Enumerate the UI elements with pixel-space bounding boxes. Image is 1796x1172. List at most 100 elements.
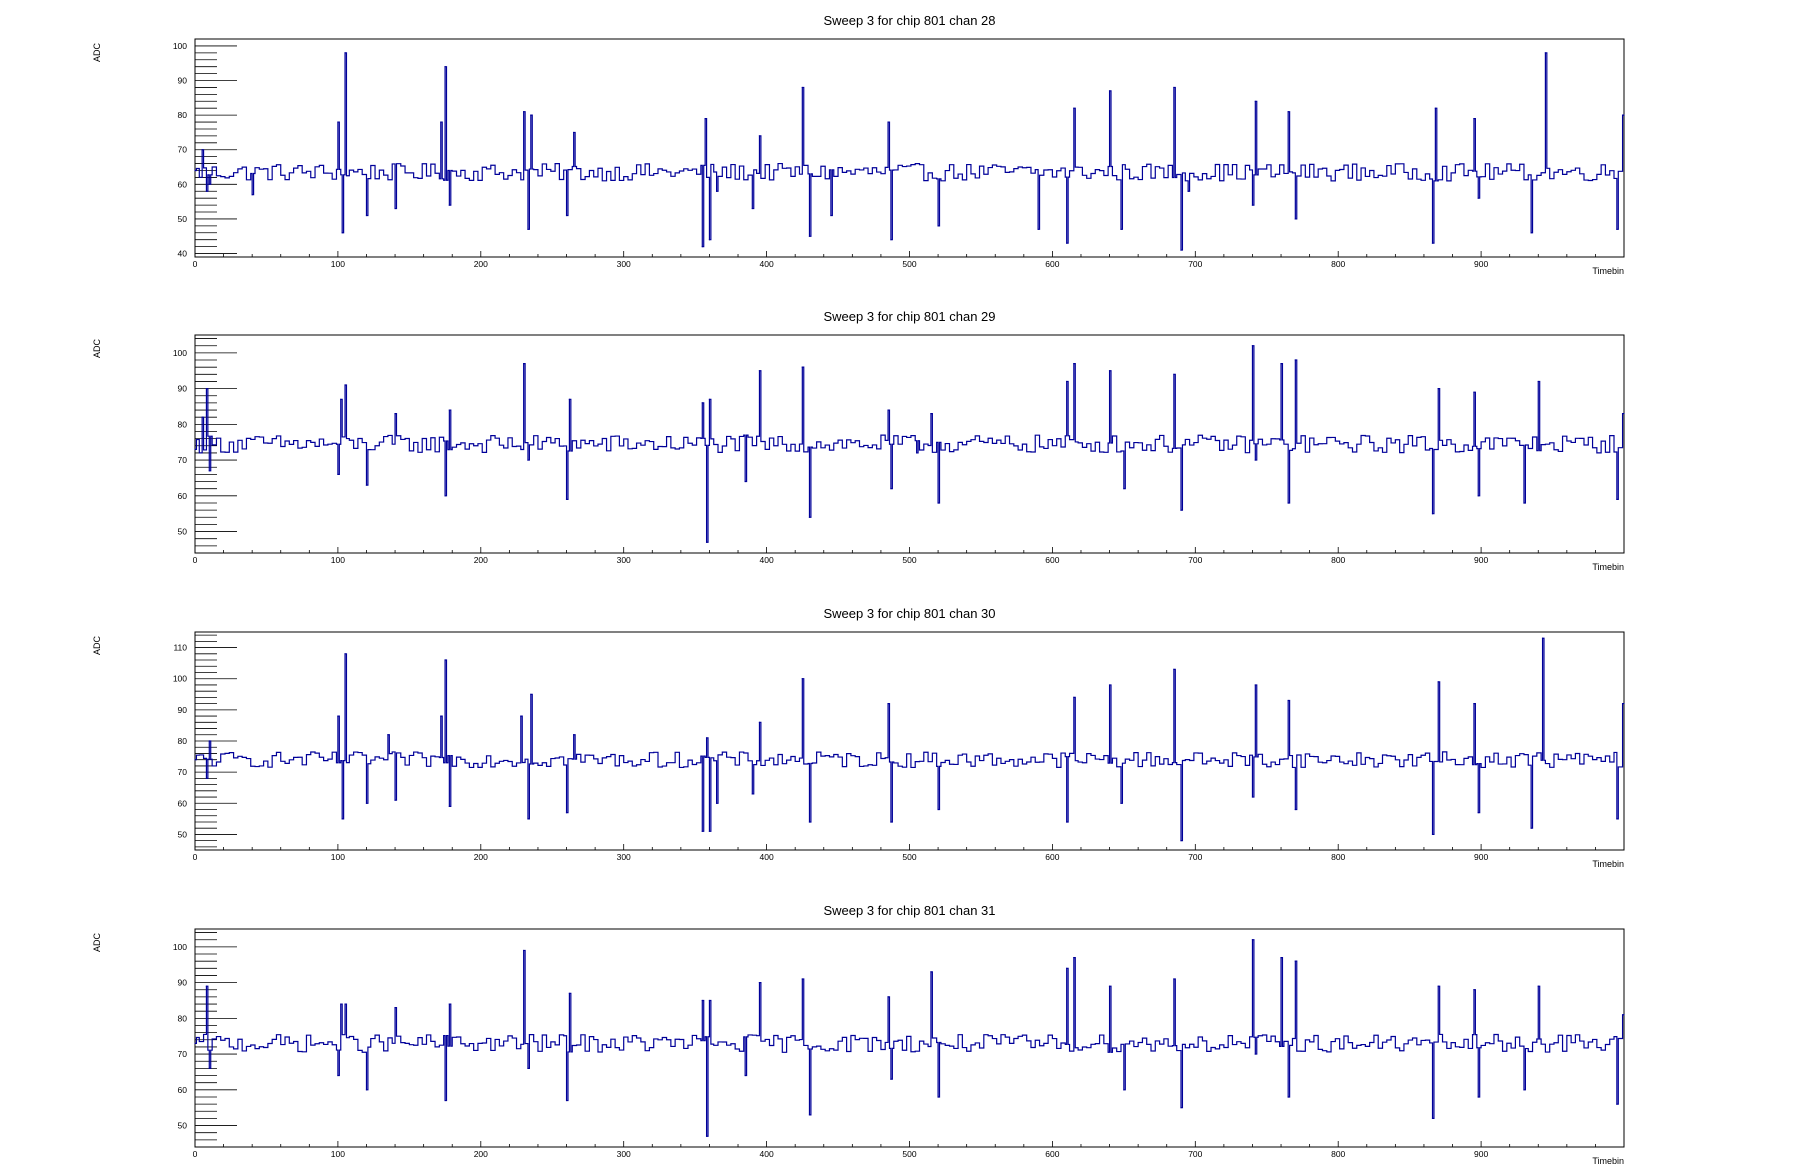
data-point bbox=[527, 1067, 529, 1069]
y-axis-label: ADC bbox=[92, 933, 102, 953]
adc-trace-line bbox=[195, 939, 1624, 1137]
data-point bbox=[1473, 391, 1475, 393]
data-point bbox=[890, 239, 892, 241]
data-point bbox=[701, 999, 703, 1002]
data-point bbox=[394, 1007, 396, 1009]
data-point bbox=[1523, 502, 1525, 504]
data-point bbox=[1431, 513, 1434, 515]
x-tick-label: 900 bbox=[1474, 259, 1488, 269]
data-point bbox=[340, 398, 342, 400]
data-point bbox=[1073, 362, 1075, 365]
chart-panel-chan-28: Sweep 3 for chip 801 chan 28 ADC Timebin 40… bbox=[92, 13, 1625, 276]
data-point bbox=[937, 1096, 939, 1098]
data-point bbox=[365, 484, 368, 486]
adc-trace-line bbox=[195, 345, 1624, 543]
y-tick-label: 80 bbox=[178, 736, 188, 746]
y-tick-label: 90 bbox=[178, 978, 188, 988]
y-tick-label: 80 bbox=[178, 419, 188, 429]
x-tick-label: 400 bbox=[760, 1149, 774, 1159]
data-point bbox=[751, 793, 753, 795]
data-point bbox=[1437, 985, 1439, 987]
data-point bbox=[205, 985, 208, 987]
x-tick-label: 300 bbox=[617, 852, 631, 862]
x-tick-label: 800 bbox=[1331, 259, 1345, 269]
y-tick-label: 50 bbox=[178, 1121, 188, 1131]
x-tick-label: 300 bbox=[617, 259, 631, 269]
data-point bbox=[1251, 796, 1254, 798]
data-point bbox=[887, 121, 889, 123]
data-point bbox=[937, 808, 939, 811]
data-point bbox=[1287, 502, 1289, 504]
y-tick-label: 60 bbox=[178, 179, 188, 189]
data-point bbox=[930, 971, 932, 973]
data-point bbox=[1616, 228, 1618, 230]
y-tick-label: 70 bbox=[178, 145, 188, 155]
data-point bbox=[1173, 86, 1175, 89]
data-point bbox=[344, 52, 346, 54]
data-point bbox=[208, 470, 210, 472]
data-point bbox=[705, 1135, 708, 1137]
data-point bbox=[1544, 52, 1546, 54]
data-point bbox=[1173, 978, 1175, 980]
data-point bbox=[205, 190, 208, 192]
data-point bbox=[394, 413, 396, 415]
data-point bbox=[1477, 495, 1479, 497]
data-point bbox=[808, 1114, 811, 1116]
x-tick-label: 200 bbox=[474, 555, 488, 565]
y-tick-label: 90 bbox=[178, 384, 188, 394]
chart-panel-chan-30: Sweep 3 for chip 801 chan 30 ADC Timebin 50… bbox=[92, 606, 1625, 869]
data-point bbox=[1473, 703, 1475, 705]
data-point bbox=[1280, 956, 1282, 959]
y-tick-label: 40 bbox=[178, 249, 188, 259]
x-tick-label: 200 bbox=[474, 852, 488, 862]
data-point bbox=[1066, 967, 1068, 969]
data-point bbox=[1294, 808, 1296, 811]
data-point bbox=[758, 370, 761, 372]
data-point bbox=[744, 1074, 746, 1077]
data-point bbox=[887, 996, 889, 998]
y-tick-label: 60 bbox=[178, 798, 188, 808]
x-tick-label: 600 bbox=[1045, 259, 1059, 269]
y-tick-label: 70 bbox=[178, 767, 188, 777]
data-point bbox=[1254, 100, 1256, 102]
y-tick-label: 70 bbox=[178, 1049, 188, 1059]
data-point bbox=[1616, 818, 1618, 820]
data-point bbox=[444, 659, 446, 661]
data-point bbox=[448, 204, 450, 206]
data-point bbox=[1280, 362, 1282, 365]
chart-panel-chan-31: Sweep 3 for chip 801 chan 31 ADC Timebin 50… bbox=[92, 903, 1625, 1166]
data-point bbox=[1120, 228, 1122, 230]
data-point bbox=[1254, 684, 1256, 686]
x-tick-label: 0 bbox=[193, 555, 198, 565]
data-point bbox=[448, 805, 450, 808]
data-point bbox=[1254, 459, 1256, 461]
data-point bbox=[448, 409, 450, 411]
chart-title: Sweep 3 for chip 801 chan 31 bbox=[823, 903, 995, 918]
data-point bbox=[1537, 380, 1539, 383]
data-point bbox=[565, 498, 568, 500]
data-point bbox=[1537, 985, 1539, 987]
x-tick-label: 200 bbox=[474, 1149, 488, 1159]
data-point bbox=[344, 1003, 346, 1005]
x-axis-label: Timebin bbox=[1592, 1156, 1624, 1166]
x-tick-label: 900 bbox=[1474, 555, 1488, 565]
data-point bbox=[708, 830, 711, 832]
data-point bbox=[530, 114, 532, 116]
data-point bbox=[365, 802, 368, 804]
y-axis-label: ADC bbox=[92, 43, 102, 63]
y-tick-label: 100 bbox=[173, 41, 187, 51]
data-point bbox=[705, 737, 708, 739]
data-point bbox=[887, 703, 889, 705]
data-point bbox=[1287, 111, 1289, 113]
x-tick-label: 400 bbox=[760, 555, 774, 565]
x-tick-label: 800 bbox=[1331, 555, 1345, 565]
data-point bbox=[444, 66, 446, 68]
y-axis-label: ADC bbox=[92, 636, 102, 656]
data-point bbox=[444, 495, 446, 497]
data-point bbox=[337, 473, 339, 475]
data-point bbox=[205, 388, 208, 390]
data-point bbox=[701, 402, 703, 404]
data-point bbox=[801, 678, 803, 680]
x-tick-label: 600 bbox=[1045, 1149, 1059, 1159]
data-point bbox=[523, 949, 525, 952]
